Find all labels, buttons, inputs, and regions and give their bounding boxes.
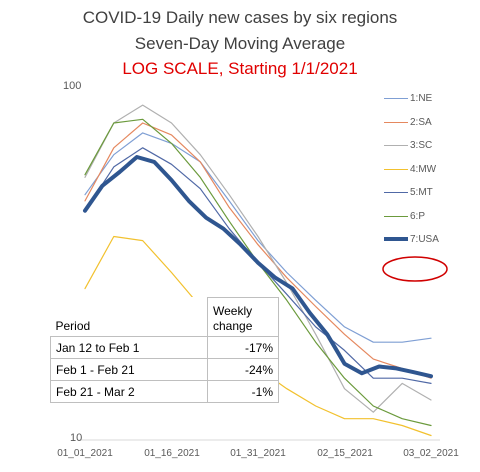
legend-item-ne: 1:NE — [384, 92, 464, 116]
x-tick-label: 01_31_2021 — [230, 448, 286, 459]
legend-swatch — [384, 237, 408, 241]
legend-item-mt: 5:MT — [384, 186, 464, 210]
legend-item-sa: 2:SA — [384, 116, 464, 140]
table-header-period: Period — [50, 297, 208, 337]
legend-label: 4:MW — [410, 163, 437, 175]
legend-label: 2:SA — [410, 116, 432, 128]
y-tick-label-bottom: 10 — [70, 432, 83, 444]
series-line-3sc — [84, 104, 432, 413]
legend-label: 6:P — [410, 210, 426, 222]
table-row: Jan 12 to Feb 1 -17% — [50, 336, 279, 359]
y-tick-label-top: 100 — [63, 80, 82, 92]
legend-swatch — [384, 145, 408, 146]
legend-swatch — [384, 215, 408, 217]
x-tick-label: 03_02_2021 — [403, 448, 459, 459]
legend-item-p: 6:P — [384, 210, 464, 234]
legend-item-mw: 4:MW — [384, 163, 464, 187]
legend-swatch — [384, 98, 408, 99]
chart-title: COVID-19 Daily new cases by six regions — [82, 8, 398, 27]
table-header-change: Weekly change — [207, 297, 279, 337]
x-tick-label: 02_15_2021 — [317, 448, 373, 459]
legend-label: 3:SC — [410, 140, 433, 151]
legend-label: 1:NE — [410, 93, 433, 104]
table-cell-change: -1% — [207, 380, 279, 403]
legend-swatch — [384, 192, 408, 193]
series-line-1ne — [84, 132, 432, 343]
weekly-change-table: Period Weekly change Jan 12 to Feb 1 -17… — [50, 297, 279, 403]
legend-item-sc: 3:SC — [384, 139, 464, 163]
chart-subtitle: Seven-Day Moving Average — [134, 34, 346, 53]
highlight-ellipse — [382, 256, 448, 282]
legend-label: 7:USA — [410, 234, 439, 245]
legend-swatch — [384, 121, 408, 123]
table-cell-change: -24% — [207, 358, 279, 381]
table-header-row: Period Weekly change — [50, 297, 279, 337]
chart-annotation: LOG SCALE, Starting 1/1/2021 — [122, 59, 358, 78]
table-row: Feb 1 - Feb 21 -24% — [50, 358, 279, 381]
table-cell-period: Jan 12 to Feb 1 — [50, 336, 208, 359]
table-cell-change: -17% — [207, 336, 279, 359]
x-tick-label: 01_16_2021 — [144, 448, 200, 459]
x-tick-label: 01_01_2021 — [57, 448, 113, 459]
legend-item-usa: 7:USA — [384, 233, 464, 257]
table-cell-period: Feb 1 - Feb 21 — [50, 358, 208, 381]
legend-swatch — [384, 168, 408, 170]
legend: 1:NE 2:SA 3:SC 4:MW 5:MT 6:P 7:USA — [384, 92, 464, 257]
legend-label: 5:MT — [410, 187, 433, 198]
table-cell-period: Feb 21 - Mar 2 — [50, 380, 208, 403]
series-line-2sa — [84, 122, 432, 379]
series-line-7usa — [83, 155, 433, 379]
table-row: Feb 21 - Mar 2 -1% — [50, 380, 279, 403]
